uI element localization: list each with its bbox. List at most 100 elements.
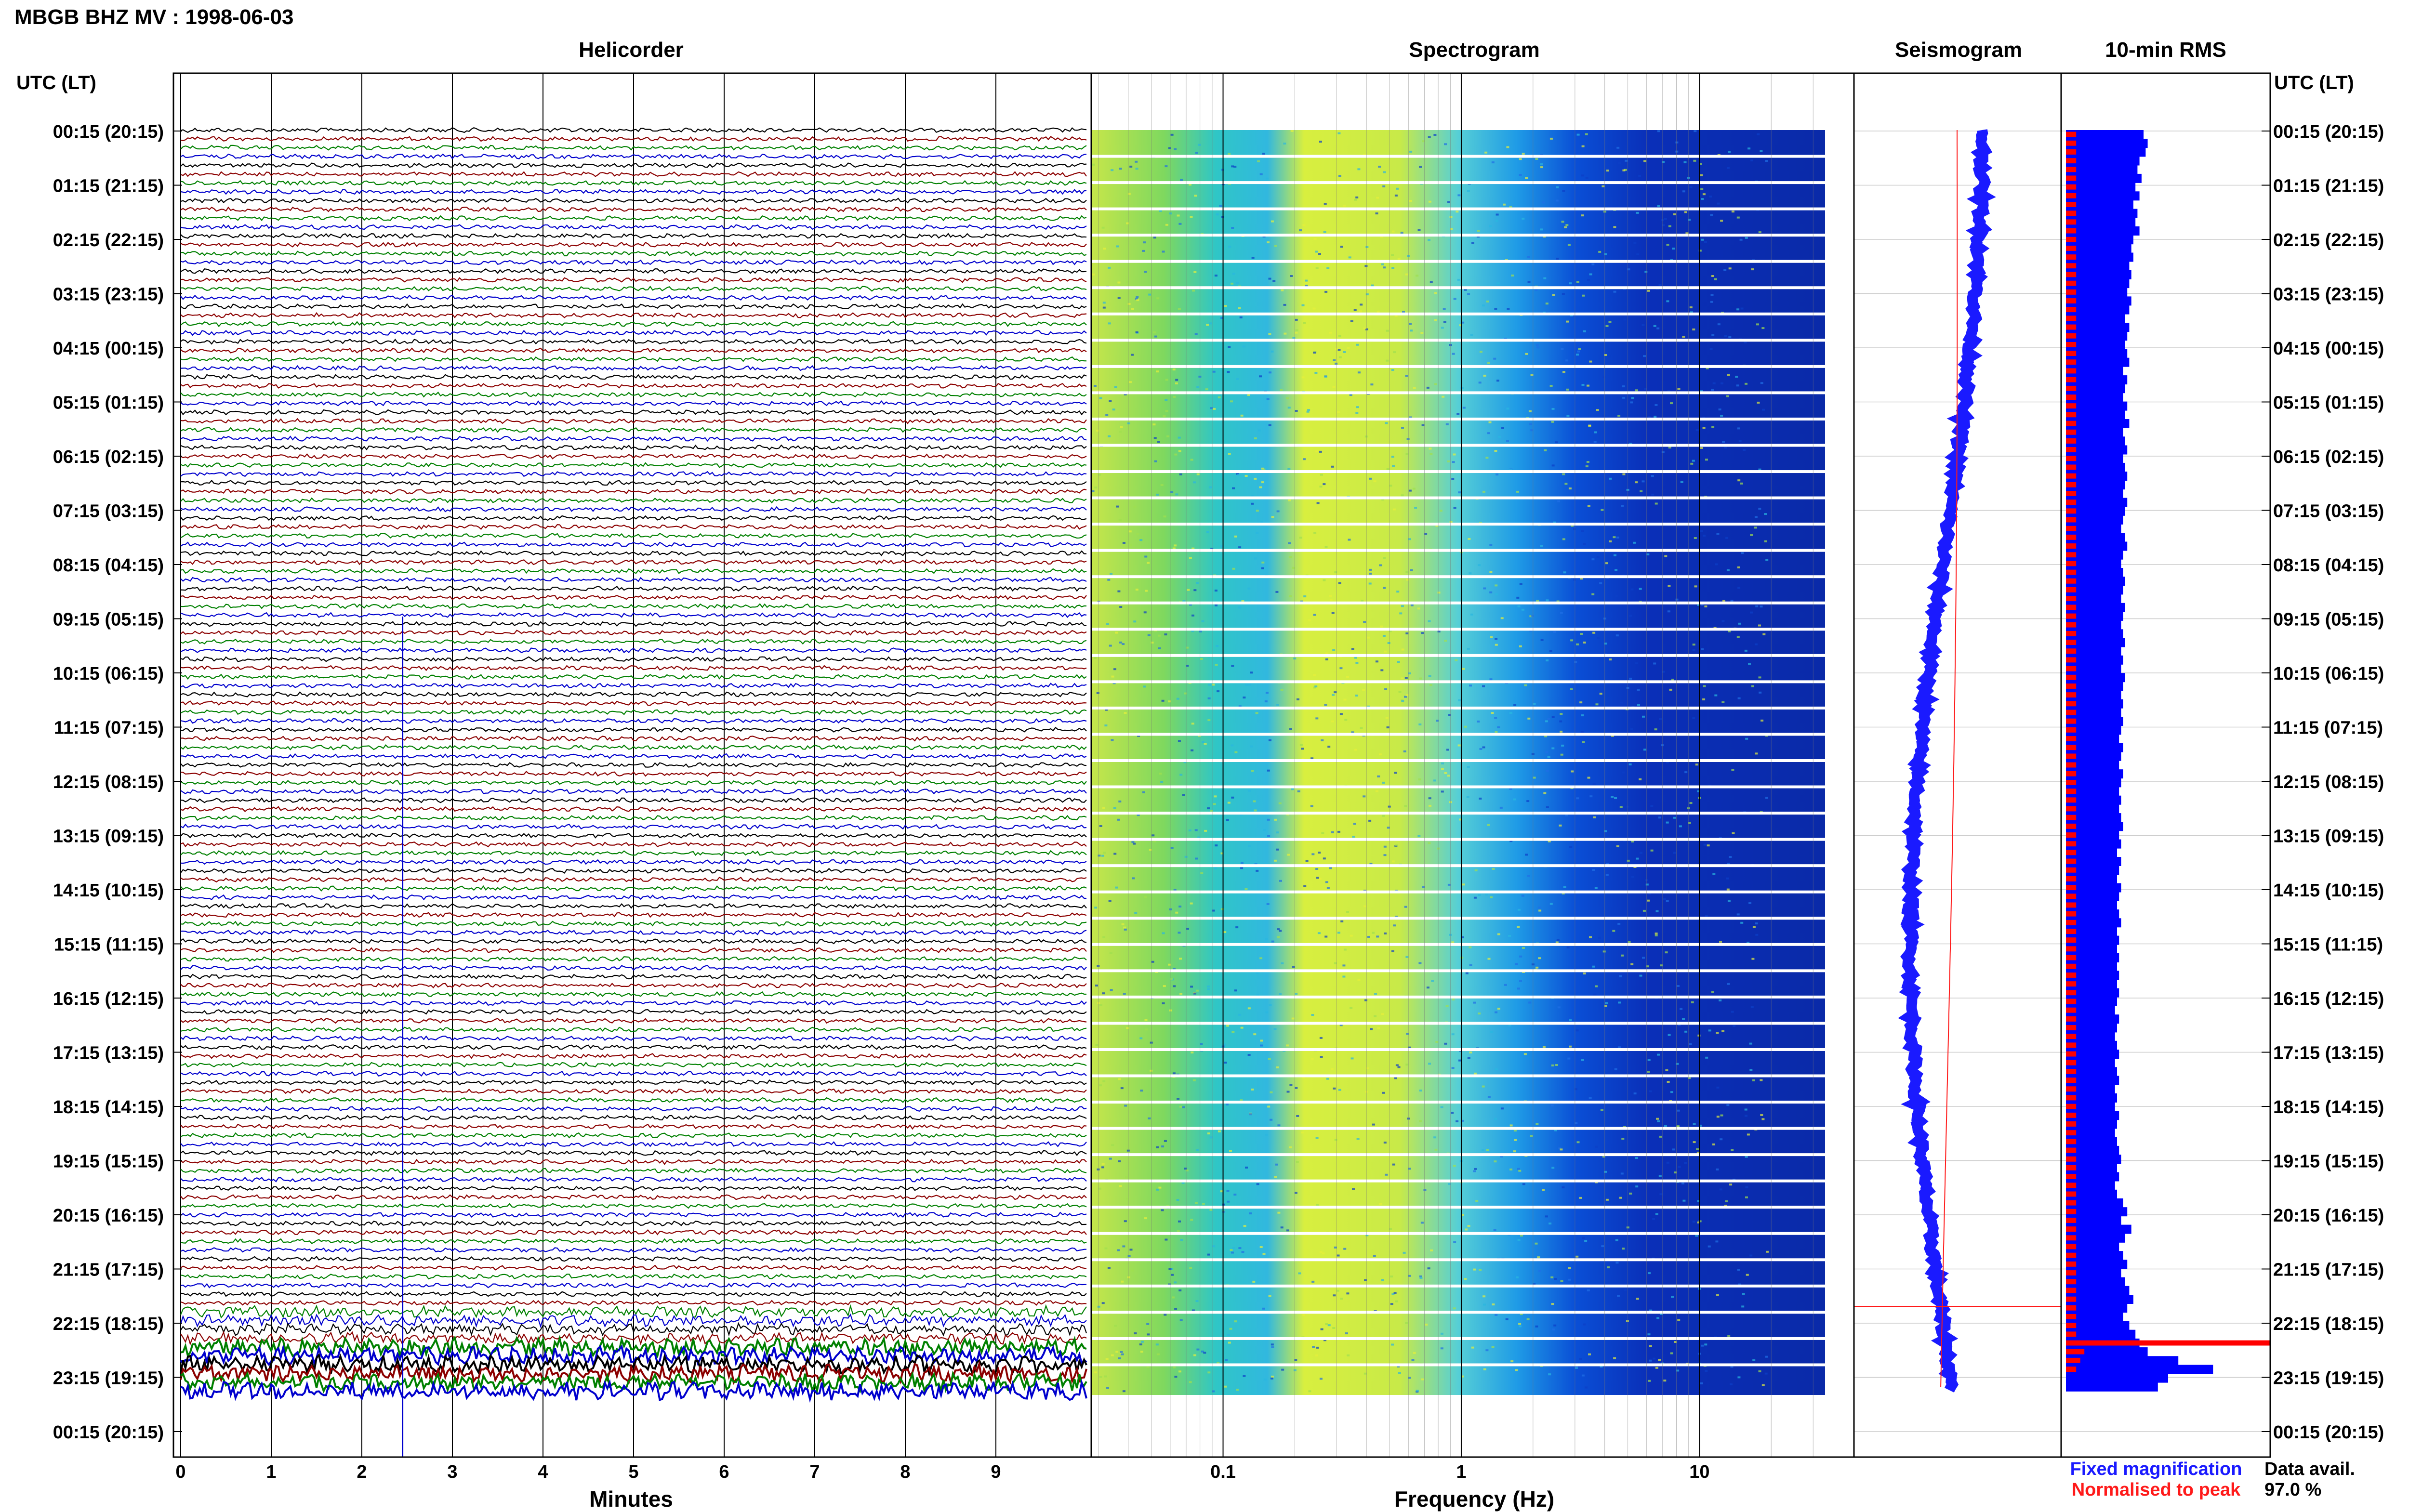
spectrogram-pixel xyxy=(1660,1313,1663,1315)
helicorder-trace xyxy=(180,1194,1087,1200)
spectrogram-pixel xyxy=(1522,153,1525,155)
spectrogram-pixel xyxy=(1103,852,1106,854)
spectrogram-pixel xyxy=(1630,728,1633,730)
spectrogram-pixel xyxy=(1608,321,1612,323)
spectrogram-pixel xyxy=(1315,1137,1319,1139)
spectrogram-pixel xyxy=(1453,1165,1456,1167)
spectrogram-pixel xyxy=(1426,986,1430,989)
spectrogram-pixel xyxy=(1116,245,1119,248)
rms-bar-normalised xyxy=(2066,1191,2077,1197)
spectrogram-pixel xyxy=(1207,697,1211,699)
spectrogram-pixel xyxy=(1165,224,1168,226)
spectrogram-pixel xyxy=(1458,1059,1461,1062)
spectrogram-pixel xyxy=(1382,781,1385,784)
spectrogram-pixel xyxy=(1172,546,1176,549)
spectrogram-row-gap xyxy=(1091,391,1825,394)
spectrogram-pixel xyxy=(1256,869,1259,872)
spectrogram-pixel xyxy=(1381,1013,1384,1015)
spectrogram-pixel xyxy=(1274,1176,1277,1178)
spectrogram-pixel xyxy=(1564,226,1567,228)
spectrogram-pixel xyxy=(1747,147,1751,150)
spectrogram-pixel xyxy=(1411,1359,1415,1361)
spectrogram-pixel xyxy=(1726,395,1729,397)
spectrogram-row-gap xyxy=(1091,1101,1825,1104)
spectrogram-pixel xyxy=(1656,1118,1659,1120)
rms-bar-fixed xyxy=(2066,594,2121,604)
spectrogram-row-gap xyxy=(1091,943,1825,946)
spectrogram-pixel xyxy=(1354,198,1357,201)
spectrogram-pixel xyxy=(1566,388,1569,391)
spectrogram-pixel xyxy=(1332,649,1336,651)
spectrogram-pixel xyxy=(1122,1245,1125,1248)
spectrogram-pixel xyxy=(1179,1319,1183,1321)
spectrogram-pixel xyxy=(1431,980,1434,982)
spectrogram-pixel xyxy=(1605,325,1609,327)
helicorder-trace xyxy=(180,1282,1087,1288)
spectrogram-pixel xyxy=(1509,1168,1513,1170)
spectrogram-row-gap xyxy=(1091,155,1825,158)
rms-bar-normalised xyxy=(2066,823,2077,829)
spectrogram-pixel xyxy=(1303,595,1307,598)
rms-bar-normalised xyxy=(2066,403,2077,409)
rms-bar-normalised xyxy=(2066,149,2077,155)
helicorder-trace xyxy=(180,779,1087,786)
spectrogram-pixel xyxy=(1624,1289,1627,1291)
spectrogram-pixel xyxy=(1519,1325,1522,1328)
spectrogram-pixel xyxy=(1737,1376,1741,1379)
spectrogram-pixel xyxy=(1098,855,1101,857)
spectrogram-pixel xyxy=(1425,1323,1428,1326)
spectrogram-row-gap xyxy=(1091,1232,1825,1235)
spectrogram-pixel xyxy=(1635,389,1638,392)
spectrogram-pixel xyxy=(1752,1079,1755,1081)
spectrogram-pixel xyxy=(1131,308,1134,310)
rms-bar-fixed xyxy=(2066,410,2125,420)
time-tick-label: 06:15 (02:15) xyxy=(53,447,164,467)
spectrogram-pixel xyxy=(1693,159,1696,162)
spectrogram-pixel xyxy=(1124,712,1127,714)
spectrogram-pixel xyxy=(1391,1343,1394,1346)
spectrogram-pixel xyxy=(1248,845,1251,847)
rms-bar-fixed xyxy=(2066,1023,2117,1033)
spectrogram-pixel xyxy=(1393,1292,1397,1294)
spectrogram-pixel xyxy=(1102,992,1105,995)
rms-bar-normalised xyxy=(2066,438,2077,444)
rms-bar-normalised xyxy=(2066,534,2077,540)
spectrogram-pixel xyxy=(1408,1168,1411,1170)
spectrogram-pixel xyxy=(1315,267,1319,269)
spectrogram-pixel xyxy=(1288,499,1291,501)
spectrogram-pixel xyxy=(1682,1018,1685,1020)
spectrogram-pixel xyxy=(1323,231,1326,233)
spectrogram-pixel xyxy=(1576,133,1580,136)
spectrogram-pixel xyxy=(1161,699,1165,702)
spectrogram-pixel xyxy=(1198,144,1201,146)
rms-bar-normalised xyxy=(2066,963,2077,969)
rms-bar-normalised xyxy=(2066,1261,2077,1267)
spectrogram-pixel xyxy=(1109,952,1112,954)
spectrogram-pixel xyxy=(1477,230,1480,232)
helicorder-trace xyxy=(180,1313,1087,1328)
helicorder-trace xyxy=(180,665,1087,671)
spectrogram-pixel xyxy=(1581,174,1585,177)
spectrogram-pixel xyxy=(1189,604,1192,606)
spectrogram-pixel xyxy=(1318,878,1322,880)
spectrogram-pixel xyxy=(1700,390,1703,393)
spectrogram-pixel xyxy=(1111,169,1114,171)
spectrogram-pixel xyxy=(1236,473,1239,475)
rms-bar-normalised xyxy=(2066,832,2077,838)
spectrogram-pixel xyxy=(1389,485,1392,487)
spectrogram-pixel xyxy=(1224,1062,1227,1064)
spectrogram-pixel xyxy=(1287,468,1291,470)
spectrogram-pixel xyxy=(1196,1348,1200,1351)
spectrogram-pixel xyxy=(1197,836,1201,839)
spectrogram-pixel xyxy=(1344,719,1348,721)
spectrogram-pixel xyxy=(1173,968,1176,970)
spectrogram-pixel xyxy=(1702,427,1706,429)
spectrogram-pixel xyxy=(1409,200,1412,202)
spectrogram-pixel xyxy=(1364,265,1368,267)
spectrogram-pixel xyxy=(1227,1200,1230,1203)
spectrogram-pixel xyxy=(1253,1033,1257,1036)
rms-bar-fixed xyxy=(2066,743,2123,752)
helicorder-trace xyxy=(180,1211,1087,1218)
spectrogram-pixel xyxy=(1345,1332,1348,1335)
helicorder-trace xyxy=(180,683,1087,689)
